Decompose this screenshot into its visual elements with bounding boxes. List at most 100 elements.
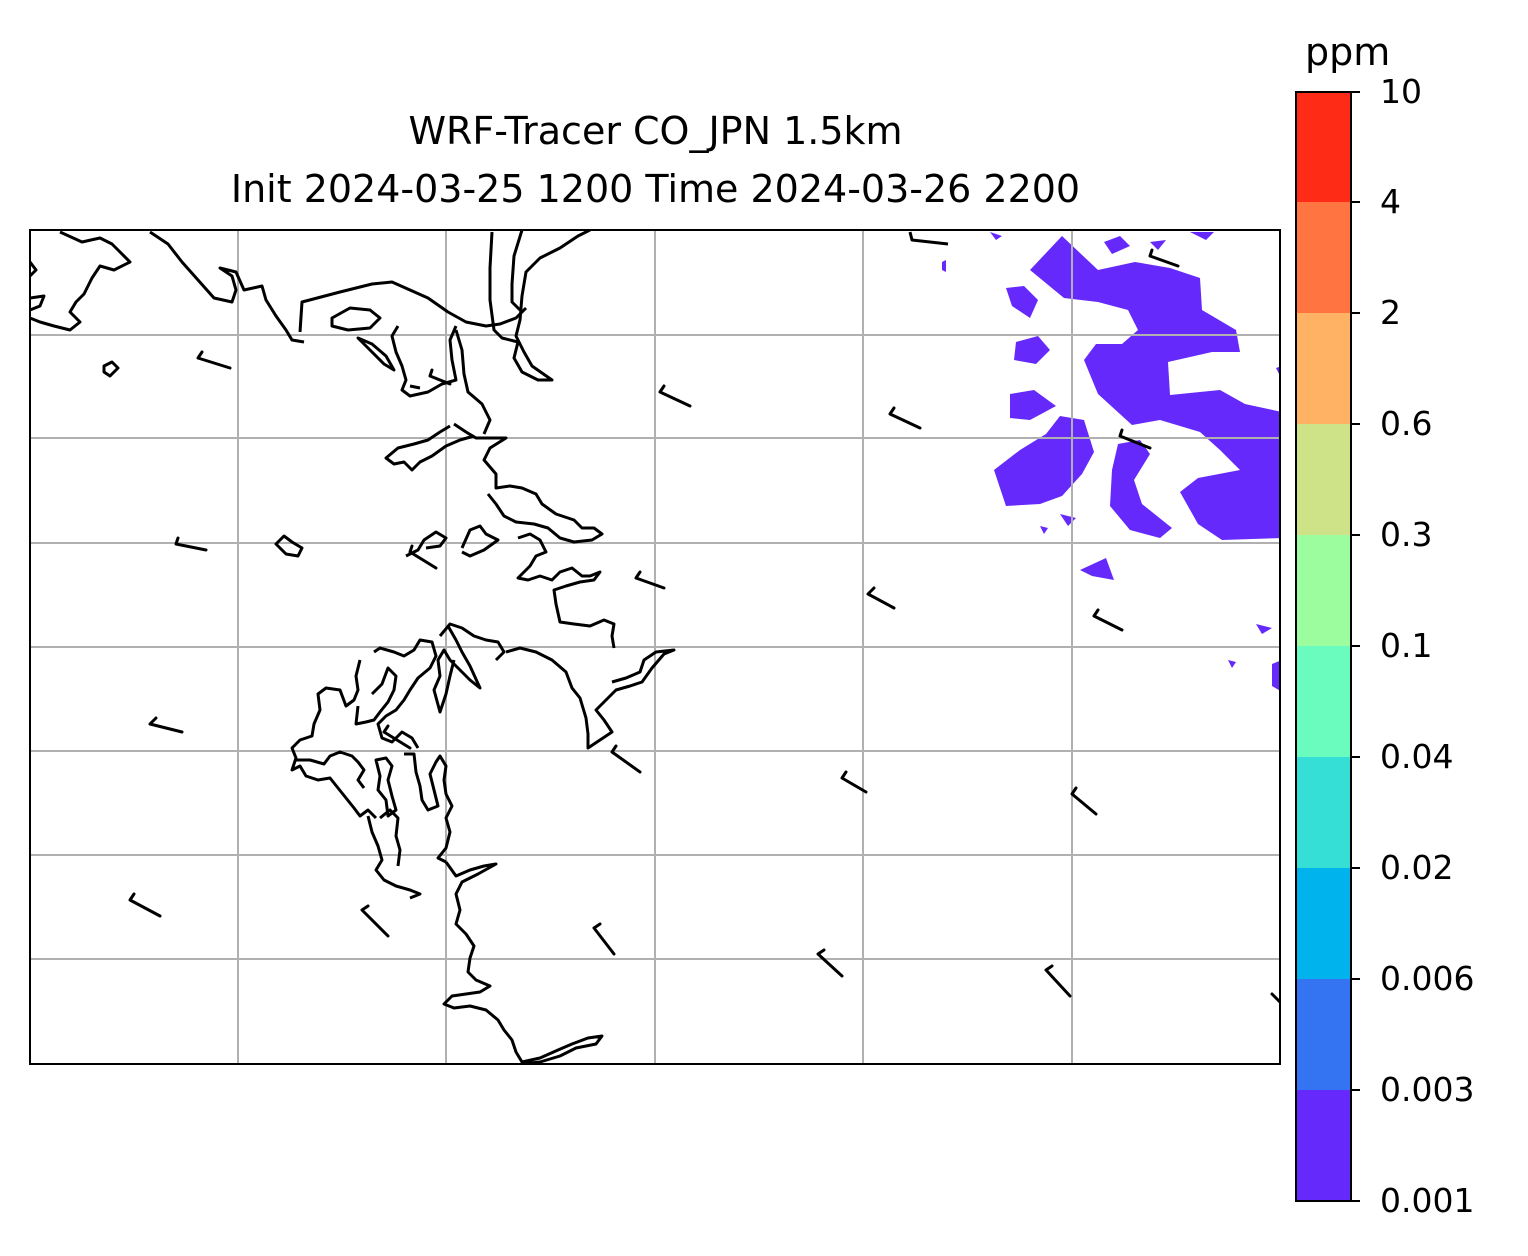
concentration-patch: [1110, 440, 1172, 538]
wind-barbs: [128, 248, 1280, 1005]
coastline: [453, 422, 604, 544]
wind-barb: [610, 744, 642, 774]
concentration-patch: [942, 260, 946, 272]
coastline: [30, 261, 38, 278]
wind-barb: [658, 384, 692, 408]
map-title-line1: WRF-Tracer CO_JPN 1.5km: [408, 109, 903, 153]
coastline: [384, 424, 475, 472]
coastline: [510, 230, 524, 312]
concentration-patch: [1150, 240, 1166, 250]
wind-barb: [360, 904, 390, 938]
coastline: [373, 638, 438, 749]
colorbar-band: [1296, 646, 1351, 757]
concentration-patch: [1080, 558, 1114, 580]
coastline: [438, 622, 506, 662]
colorbar-band: [1296, 757, 1351, 868]
coastline: [274, 534, 304, 558]
wind-barb: [634, 570, 666, 590]
wind-barb: [1148, 248, 1180, 268]
concentration-patch: [1272, 660, 1280, 691]
concentration-patch: [1190, 232, 1214, 240]
coastlines: [30, 230, 949, 1064]
coastline: [296, 750, 366, 789]
concentration-patch: [1104, 236, 1130, 254]
concentration-patches: [942, 232, 1280, 691]
coastline: [30, 294, 46, 312]
wind-barb: [840, 770, 868, 794]
concentration-patch: [990, 232, 1002, 240]
colorbar-tick-label: 2: [1380, 293, 1401, 332]
coastline: [409, 384, 421, 390]
coastline: [488, 230, 591, 382]
colorbar-band: [1296, 92, 1351, 202]
coastline: [454, 329, 492, 435]
colorbar-band: [1296, 868, 1351, 979]
coastline: [290, 659, 378, 820]
coastline: [354, 666, 398, 726]
colorbar-tick-label: 4: [1380, 182, 1401, 221]
wind-barb: [866, 586, 896, 610]
colorbar-band: [1296, 979, 1351, 1090]
wind-barb: [196, 350, 232, 370]
coastline: [356, 336, 396, 372]
coastline: [405, 530, 448, 558]
wind-barb: [128, 892, 162, 918]
map-title-line2: Init 2024-03-25 1200 Time 2024-03-26 220…: [230, 167, 1081, 211]
coastline: [516, 532, 616, 649]
coastline: [330, 306, 382, 332]
coastline: [505, 646, 676, 750]
wind-barb: [1044, 964, 1072, 998]
coastline: [30, 230, 132, 332]
colorbar-band: [1296, 535, 1351, 646]
colorbar-tick-label: 0.3: [1380, 515, 1433, 554]
colorbar-band: [1296, 202, 1351, 313]
colorbar-band: [1296, 1090, 1351, 1201]
colorbar-tick-label: 0.006: [1380, 959, 1475, 998]
coastline: [298, 280, 528, 333]
coastline: [379, 808, 402, 867]
concentration-patch: [1256, 624, 1272, 634]
wind-barb: [382, 724, 412, 750]
concentration-patch: [1010, 390, 1056, 420]
colorbar-tick-label: 0.1: [1380, 626, 1433, 665]
coastline: [460, 524, 500, 558]
wind-barb: [428, 368, 452, 386]
coastline: [390, 325, 458, 398]
colorbar-tick-label: 0.001: [1380, 1181, 1475, 1220]
coastline: [908, 231, 949, 246]
coastline: [149, 230, 305, 344]
concentration-patch: [1040, 526, 1048, 534]
concentration-patch: [1006, 286, 1038, 318]
wind-barb: [174, 536, 208, 552]
wind-barb: [1092, 608, 1124, 632]
colorbar: [1295, 91, 1360, 1202]
wind-barb: [1118, 428, 1152, 450]
wind-barb: [1070, 786, 1098, 816]
coastline: [432, 625, 482, 714]
concentration-patch: [1228, 660, 1236, 668]
colorbar-band: [1296, 313, 1351, 424]
colorbar-tick-label: 0.6: [1380, 404, 1433, 443]
coastline: [374, 756, 398, 818]
coastline: [404, 752, 454, 864]
colorbar-tick-label: 0.02: [1380, 848, 1454, 887]
gridlines: [30, 230, 1280, 1064]
concentration-patch: [1014, 336, 1050, 364]
map-frame: [29, 229, 1281, 1065]
coastline: [102, 360, 120, 378]
colorbar-tick-label: 10: [1380, 72, 1422, 111]
colorbar-tick-label: 0.04: [1380, 737, 1454, 776]
concentration-patch: [1030, 236, 1280, 540]
wind-barb: [888, 406, 922, 430]
coastline: [366, 815, 422, 900]
wind-barb: [148, 716, 184, 734]
wind-barb: [592, 922, 616, 956]
colorbar-band: [1296, 424, 1351, 535]
wind-barb: [816, 948, 844, 978]
wind-barb: [1270, 992, 1280, 1005]
wind-barb: [408, 544, 438, 570]
colorbar-tick-label: 0.003: [1380, 1070, 1475, 1109]
colorbar-unit: ppm: [1305, 30, 1391, 74]
coastline: [442, 861, 604, 1064]
